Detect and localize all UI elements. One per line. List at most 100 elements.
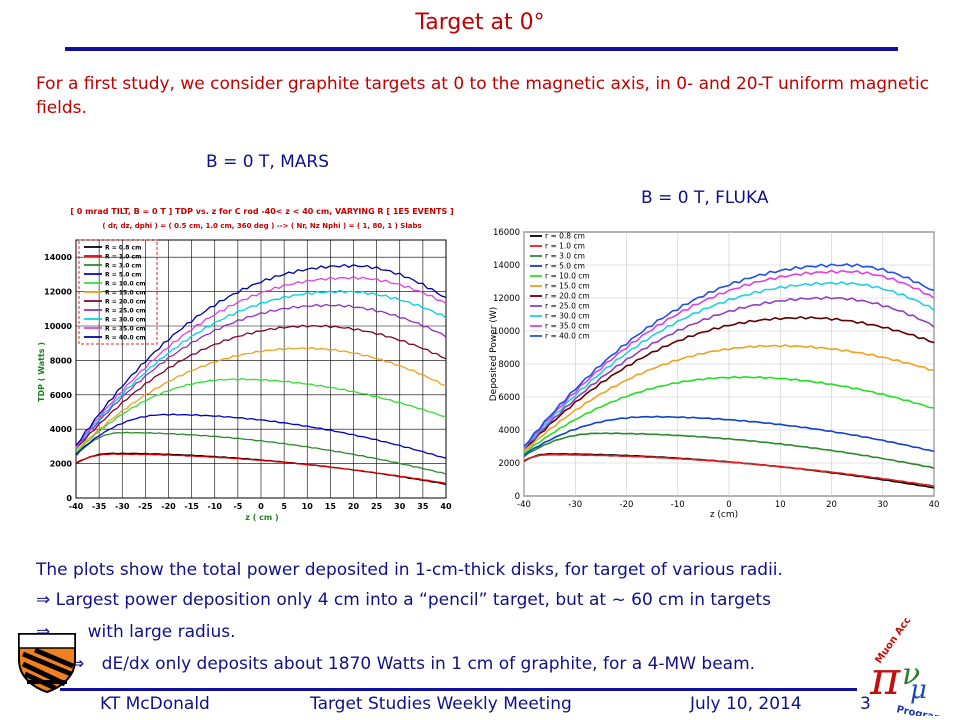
x-tick-label: -35 xyxy=(92,502,107,511)
x-tick-label: -30 xyxy=(115,502,130,511)
y-tick-label: 10000 xyxy=(493,327,520,337)
y-tick-label: 2000 xyxy=(50,460,73,469)
y-tick-label: 16000 xyxy=(493,228,520,238)
y-tick-label: 4000 xyxy=(50,425,73,434)
legend-entry: R = 30.0 cm xyxy=(105,317,146,324)
footer-rule xyxy=(60,688,857,691)
series-line xyxy=(523,344,935,452)
x-tick-label: 40 xyxy=(929,500,940,510)
y-tick-label: 0 xyxy=(66,494,72,503)
fluka-label: B = 0 T, FLUKA xyxy=(641,188,769,208)
legend-entry: R = 35.0 cm xyxy=(105,326,146,333)
fluka-xlabel: z (cm) xyxy=(710,510,738,520)
series-line xyxy=(75,275,447,448)
series-line xyxy=(523,263,935,447)
university-shield-logo xyxy=(18,633,76,694)
y-tick-label: 0 xyxy=(515,492,520,502)
x-tick-label: -10 xyxy=(208,502,223,511)
y-tick-label: 14000 xyxy=(44,253,72,262)
body-line-4: ⇒ dE/dx only deposits about 1870 Watts i… xyxy=(70,654,755,674)
x-tick-label: 25 xyxy=(371,502,383,511)
fluka-chart: Deposited Power (W) z (cm) -40 -30 -20 -10 0… xyxy=(484,214,944,524)
intro-text: For a first study, we consider graphite … xyxy=(36,74,930,118)
footer-meeting: Target Studies Weekly Meeting xyxy=(310,694,572,714)
legend-entry: r = 0.8 cm xyxy=(545,232,585,241)
x-tick-label: -20 xyxy=(161,502,176,511)
series-line xyxy=(75,303,447,449)
y-tick-label: 10000 xyxy=(44,322,72,331)
mars-xlabel: z ( cm ) xyxy=(245,513,278,522)
footer-page-number: 3 xyxy=(860,694,871,714)
x-tick-label: 0 xyxy=(258,502,264,511)
legend-entry: R = 0.8 cm xyxy=(105,245,141,252)
legend-entry: r = 1.0 cm xyxy=(545,242,585,251)
y-tick-label: 12000 xyxy=(44,288,72,297)
x-tick-label: 30 xyxy=(394,502,406,511)
x-tick-label: 0 xyxy=(726,500,731,510)
y-tick-label: 12000 xyxy=(493,294,520,304)
fluka-ylabel: Deposited Power (W) xyxy=(489,307,499,402)
legend-entry: r = 20.0 cm xyxy=(545,292,590,301)
legend-entry: R = 20.0 cm xyxy=(105,299,146,306)
x-tick-label: 20 xyxy=(348,502,360,511)
svg-text:ν: ν xyxy=(902,657,920,692)
footer-author: KT McDonald xyxy=(100,694,210,714)
x-tick-label: -30 xyxy=(568,500,582,510)
x-tick-label: 30 xyxy=(877,500,888,510)
series-line xyxy=(75,289,447,449)
y-tick-label: 8000 xyxy=(50,356,73,365)
x-tick-label: 10 xyxy=(302,502,314,511)
title-rule xyxy=(65,47,898,51)
implies-arrow: ⇒ xyxy=(36,590,51,610)
series-line xyxy=(75,346,447,451)
footer-date: July 10, 2014 xyxy=(690,694,802,714)
legend-entry: r = 30.0 cm xyxy=(545,312,590,321)
x-tick-label: -40 xyxy=(517,500,531,510)
body-line-3-text: with large radius. xyxy=(87,622,236,642)
body-line-2-text: Largest power deposition only 4 cm into … xyxy=(55,590,771,610)
series-line xyxy=(75,263,447,446)
legend-entry: r = 5.0 cm xyxy=(545,262,585,271)
legend-entry: R = 5.0 cm xyxy=(105,272,141,279)
series-line xyxy=(75,377,447,453)
svg-text:μ: μ xyxy=(910,675,927,705)
series-line xyxy=(523,315,935,450)
x-tick-label: 35 xyxy=(417,502,429,511)
y-tick-label: 2000 xyxy=(498,459,520,469)
legend-entry: R = 1.0 cm xyxy=(105,254,141,261)
series-line xyxy=(75,324,447,449)
legend-entry: R = 40.0 cm xyxy=(105,335,146,342)
series-line xyxy=(523,415,935,456)
x-tick-label: -10 xyxy=(671,500,685,510)
y-tick-label: 6000 xyxy=(498,393,520,403)
series-line xyxy=(75,431,447,475)
legend-entry: r = 3.0 cm xyxy=(545,252,585,261)
mars-chart-subtitle: ( dr, dz, dphi ) = ( 0.5 cm, 1.0 cm, 360… xyxy=(102,222,421,230)
x-tick-label: 5 xyxy=(281,502,287,511)
logo-text-bottom: Program xyxy=(895,704,945,716)
legend-entry: r = 40.0 cm xyxy=(545,332,590,341)
legend-entry: R = 15.0 cm xyxy=(105,290,146,297)
series-line xyxy=(75,413,447,459)
muon-accelerator-program-logo: Muon Accelerator π ν μ Program xyxy=(869,618,945,716)
x-tick-label: -40 xyxy=(69,502,84,511)
y-tick-label: 6000 xyxy=(50,391,73,400)
legend-entry: r = 35.0 cm xyxy=(545,322,590,331)
mars-label: B = 0 T, MARS xyxy=(206,152,330,172)
legend-frame xyxy=(78,239,158,345)
y-tick-label: 8000 xyxy=(498,360,520,370)
y-tick-label: 4000 xyxy=(498,426,520,436)
svg-text:π: π xyxy=(869,651,901,705)
legend-entry: r = 15.0 cm xyxy=(545,282,590,291)
series-line xyxy=(523,281,935,450)
body-line-1: The plots show the total power deposited… xyxy=(36,560,783,580)
series-line xyxy=(523,296,935,450)
x-tick-label: -25 xyxy=(138,502,153,511)
x-tick-label: 10 xyxy=(775,500,786,510)
legend-entry: r = 10.0 cm xyxy=(545,272,590,281)
x-tick-label: -15 xyxy=(184,502,199,511)
series-line xyxy=(523,375,935,454)
series-line xyxy=(75,453,447,485)
series-line xyxy=(523,453,935,488)
legend-entry: R = 10.0 cm xyxy=(105,281,146,288)
